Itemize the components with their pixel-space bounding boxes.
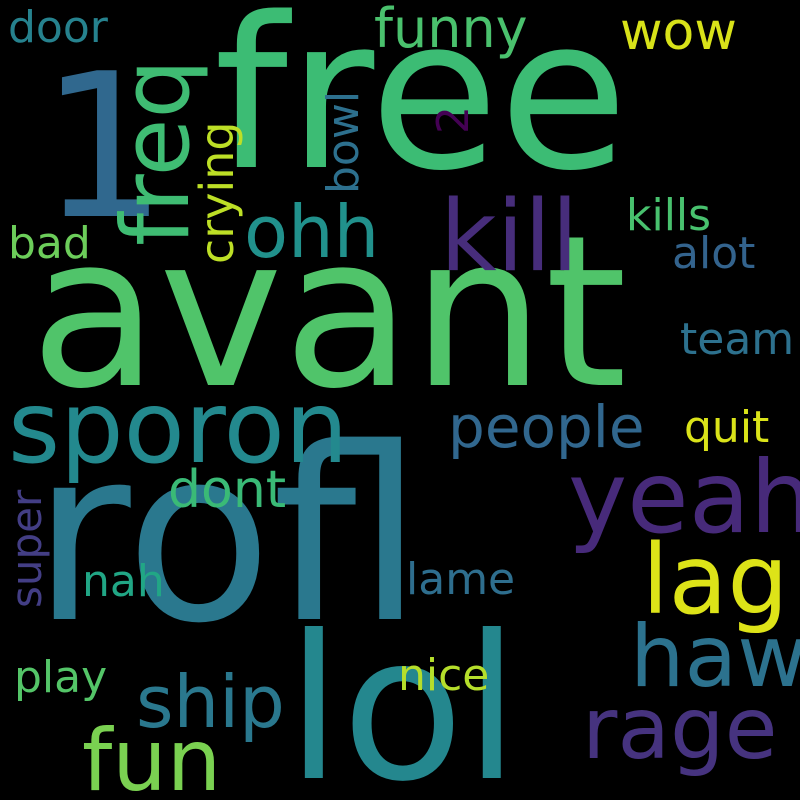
word-ship: ship (136, 660, 285, 744)
word-play: play (14, 652, 108, 703)
word-ohh: ohh (244, 190, 380, 274)
word-kill: kill (440, 180, 579, 294)
word-free: free (214, 0, 629, 217)
word-rofl: rofl (32, 396, 424, 676)
word-lol: lol (286, 593, 520, 800)
word-yeah: yeah (568, 439, 800, 556)
word-people: people (448, 393, 645, 461)
word-2: 2 (428, 106, 479, 134)
word-wow: wow (620, 2, 737, 62)
word-funny: funny (374, 0, 528, 60)
word-kills: kills (626, 190, 712, 241)
word-quit: quit (684, 402, 770, 453)
word-bowl: bowl (318, 90, 369, 194)
word-bad: bad (8, 218, 91, 269)
word-sporon: sporon (8, 369, 349, 486)
word-1: 1 (40, 31, 168, 264)
word-nah: nah (82, 556, 165, 607)
word-rage: rage (582, 679, 778, 779)
word-super: super (2, 489, 51, 608)
word-team: team (680, 314, 795, 365)
word-haw: haw (630, 607, 800, 707)
word-lame: lame (406, 554, 516, 605)
word-lag: lag (642, 524, 789, 636)
word-door: door (8, 2, 108, 53)
word-alot: alot (672, 228, 756, 279)
word-dont: dont (168, 460, 287, 520)
word-fun: fun (82, 711, 222, 800)
word-avant: avant (30, 190, 628, 435)
word-nice: nice (398, 650, 490, 701)
word-crying: crying (190, 121, 244, 264)
